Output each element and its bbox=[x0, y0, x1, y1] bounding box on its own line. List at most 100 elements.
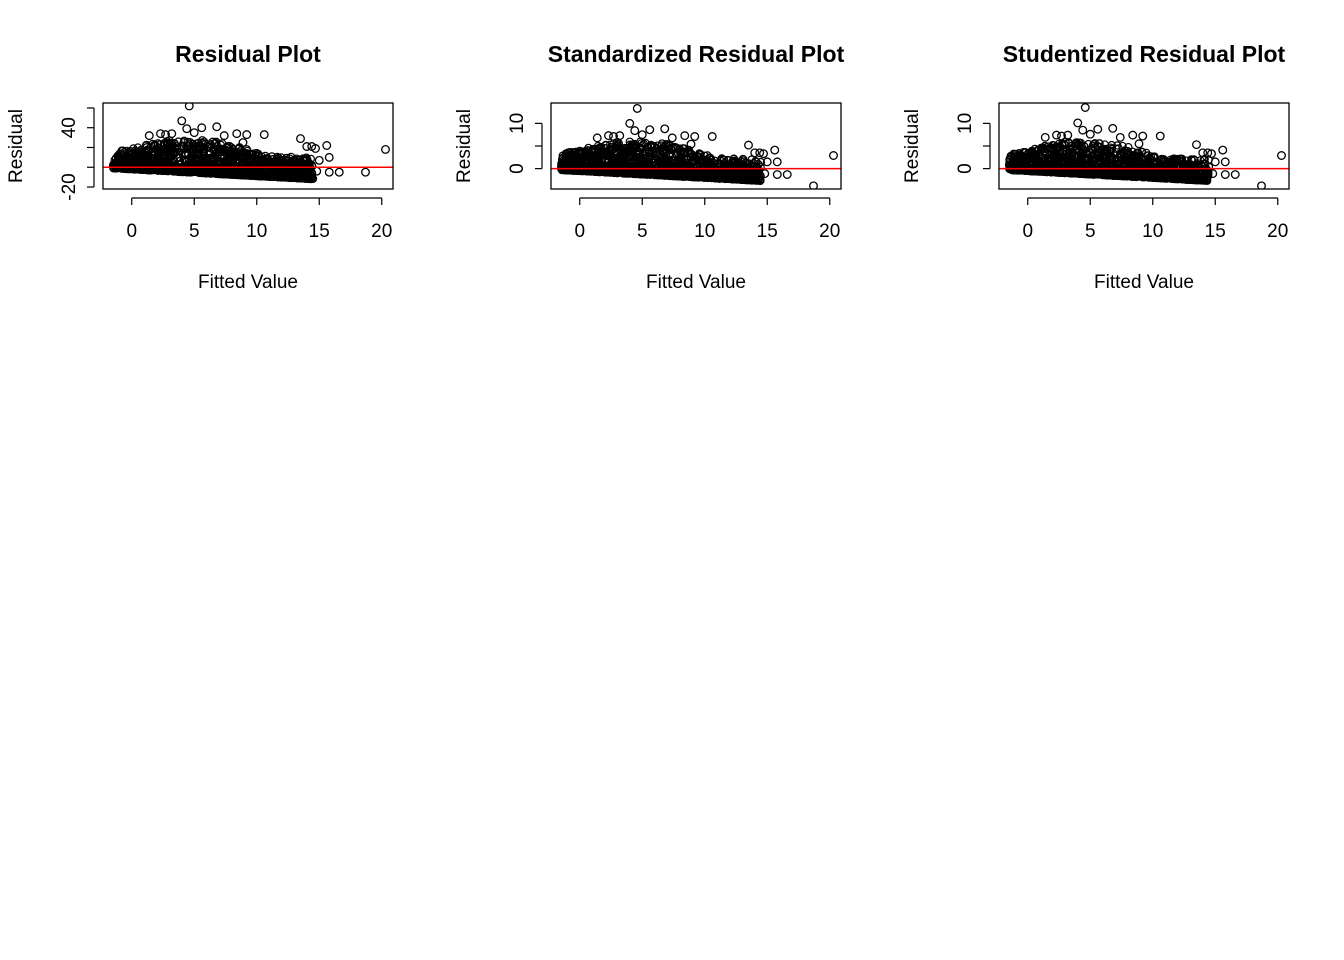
y-axis: -20 40 bbox=[59, 107, 95, 201]
scatter-point bbox=[308, 174, 318, 183]
scatter-point bbox=[1040, 132, 1050, 142]
scatter-point bbox=[1069, 165, 1078, 175]
y-tick-label: 40 bbox=[59, 117, 80, 138]
scatter-point bbox=[1049, 141, 1059, 150]
scatter-point bbox=[154, 155, 164, 164]
scatter-point bbox=[142, 143, 152, 152]
chart-title: Studentized Residual Plot bbox=[1003, 41, 1286, 67]
scatter-point bbox=[604, 131, 613, 141]
scatter-point bbox=[752, 172, 762, 182]
scatter-point bbox=[782, 170, 792, 179]
scatter-point bbox=[381, 145, 390, 154]
scatter-point bbox=[772, 157, 782, 167]
scatter-point bbox=[590, 166, 600, 175]
scatter-point bbox=[311, 144, 320, 153]
scatter-point bbox=[300, 174, 309, 183]
scatter-point bbox=[297, 164, 307, 174]
scatter-point bbox=[1193, 166, 1203, 176]
scatter-point bbox=[1027, 167, 1037, 176]
y-axis: 0 10 bbox=[507, 113, 543, 174]
scatter-point bbox=[762, 157, 772, 167]
scatter-point bbox=[726, 162, 736, 172]
scatter-point bbox=[1038, 144, 1048, 154]
scatter-panel-1: Residual Plot 0 5 10 15 20 Fitted Value -20 40 Re… bbox=[6, 41, 394, 293]
scatter-point bbox=[1090, 166, 1099, 175]
scatter-panel-2: Standardized Residual Plot 0 5 10 15 20 Fitted… bbox=[454, 41, 845, 293]
scatter-point bbox=[200, 161, 209, 170]
scatter-point bbox=[1134, 139, 1144, 149]
plot-data bbox=[1004, 103, 1286, 189]
scatter-point bbox=[645, 125, 655, 135]
scatter-point bbox=[166, 165, 176, 174]
scatter-point bbox=[1084, 139, 1093, 149]
x-tick-label: 10 bbox=[694, 221, 715, 242]
scatter-point bbox=[578, 166, 588, 175]
scatter-point bbox=[203, 143, 213, 152]
scatter-point bbox=[237, 171, 246, 180]
scatter-point bbox=[707, 132, 717, 141]
y-axis-label: Residual bbox=[6, 109, 27, 183]
scatter-point bbox=[671, 148, 681, 158]
x-axis-label: Fitted Value bbox=[646, 272, 746, 293]
scatter-point bbox=[1192, 140, 1201, 150]
scatter-point bbox=[262, 154, 272, 164]
scatter-point bbox=[210, 139, 219, 148]
scatter-point bbox=[149, 156, 159, 165]
scatter-point bbox=[245, 165, 254, 174]
scatter-point bbox=[747, 172, 756, 182]
scatter-point bbox=[688, 166, 697, 175]
scatter-point bbox=[135, 165, 144, 174]
scatter-point bbox=[1105, 146, 1115, 156]
scatter-point bbox=[1218, 145, 1228, 155]
scatter-point bbox=[1176, 172, 1185, 181]
scatter-point bbox=[216, 169, 225, 178]
scatter-point bbox=[223, 146, 233, 156]
scatter-point bbox=[560, 162, 570, 172]
scatter-point bbox=[188, 144, 197, 154]
scatter-point bbox=[630, 126, 640, 136]
x-tick-label: 15 bbox=[309, 221, 330, 242]
scatter-point bbox=[116, 149, 125, 159]
scatter-point bbox=[750, 148, 760, 158]
scatter-point bbox=[736, 165, 746, 174]
scatter-point bbox=[220, 158, 229, 167]
scatter-point bbox=[561, 150, 571, 159]
scatter-point bbox=[177, 116, 187, 126]
scatter-point bbox=[232, 129, 242, 139]
scatter-point bbox=[829, 151, 838, 160]
scatter-point bbox=[1207, 149, 1216, 159]
scatter-point bbox=[560, 165, 569, 175]
scatter-point bbox=[1220, 157, 1230, 167]
scatter-point bbox=[699, 173, 708, 182]
scatter-point bbox=[184, 164, 194, 174]
scatter-point bbox=[570, 148, 579, 157]
scatter-point bbox=[324, 167, 334, 177]
scatter-point bbox=[1078, 125, 1088, 135]
y-axis-label: Residual bbox=[454, 109, 475, 183]
scatter-point bbox=[322, 141, 332, 150]
chart-title: Residual Plot bbox=[175, 41, 321, 67]
scatter-point bbox=[1093, 124, 1103, 134]
scatter-point bbox=[242, 130, 252, 140]
scatter-point bbox=[635, 155, 645, 165]
scatter-point bbox=[238, 138, 248, 147]
scatter-point bbox=[1190, 156, 1199, 165]
scatter-point bbox=[1068, 148, 1078, 158]
scatter-point bbox=[285, 154, 294, 163]
y-tick-label: 0 bbox=[507, 163, 528, 174]
scatter-point bbox=[642, 142, 652, 152]
scatter-point bbox=[314, 155, 324, 165]
scatter-point bbox=[676, 149, 686, 159]
scatter-point bbox=[715, 159, 725, 169]
scatter-point bbox=[175, 144, 184, 153]
scatter-point bbox=[261, 172, 270, 181]
scatter-point bbox=[1080, 141, 1089, 151]
scatter-panel-3: Studentized Residual Plot 0 5 10 15 20 Fitted … bbox=[902, 41, 1290, 293]
scatter-point bbox=[1100, 159, 1110, 169]
scatter-point bbox=[112, 160, 122, 170]
scatter-point bbox=[609, 153, 618, 162]
scatter-point bbox=[590, 144, 600, 154]
scatter-point bbox=[809, 181, 818, 189]
scatter-point bbox=[686, 152, 696, 162]
